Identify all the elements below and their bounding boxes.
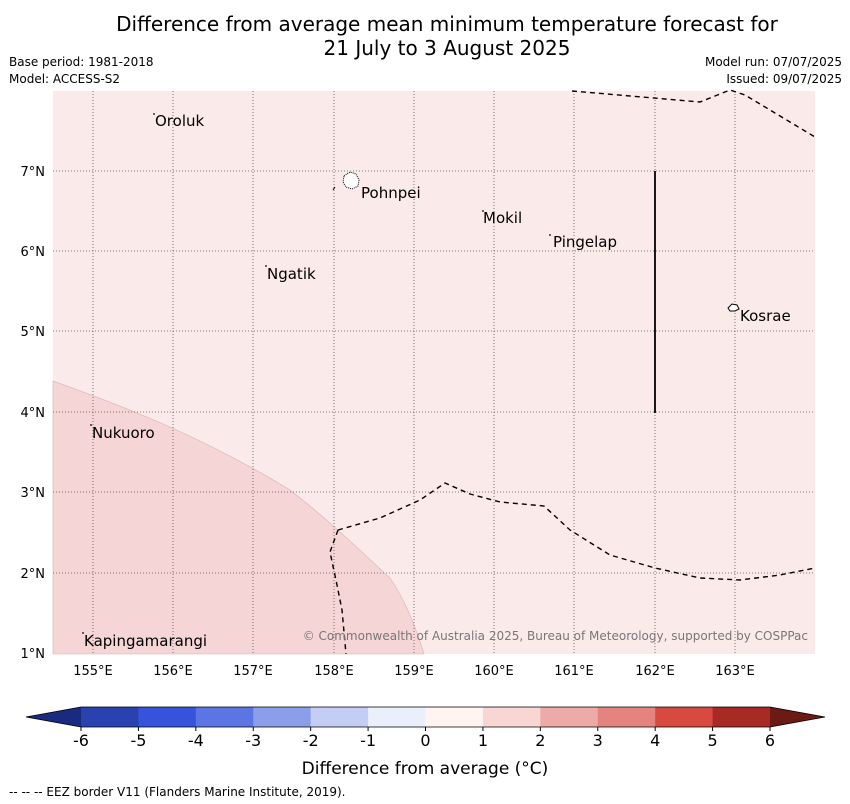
eez-border-west [329, 529, 347, 655]
colorbar-tick-label: -6 [73, 731, 89, 750]
place-label-pingelap: Pingelap [553, 233, 617, 251]
ngatik-marker [265, 265, 267, 267]
colorbar-segment [655, 707, 714, 727]
warm-anomaly-region [52, 380, 425, 655]
colorbar-segment [81, 707, 139, 727]
lat-label-5n: 5°N [21, 325, 46, 340]
colorbar-tick-label: 2 [535, 731, 545, 750]
lat-label-1n: 1°N [21, 647, 46, 662]
title-line-1: Difference from average mean minimum tem… [116, 12, 778, 36]
meta-right: Model run: 07/07/2025 Issued: 09/07/2025 [705, 54, 842, 88]
mokil-marker [482, 210, 484, 212]
colorbar-tick-label: -5 [130, 731, 146, 750]
lat-label-3n: 3°N [21, 486, 46, 501]
lon-label-161e: 161°E [554, 664, 594, 679]
lon-label-162e: 162°E [635, 664, 675, 679]
eez-border-south [337, 482, 816, 581]
colorbar-tick-label: 1 [478, 731, 488, 750]
lon-label-158e: 158°E [314, 664, 354, 679]
model-name: Model: ACCESS-S2 [9, 72, 121, 86]
title-line-2: 21 July to 3 August 2025 [323, 36, 571, 60]
eez-border-north [571, 89, 816, 138]
colorbar-segment [368, 707, 426, 727]
lat-label-2n: 2°N [21, 567, 46, 582]
kapingamarangi-marker [82, 632, 84, 634]
lon-label-159e: 159°E [394, 664, 434, 679]
place-label-oroluk: Oroluk [155, 112, 204, 130]
lat-label-7n: 7°N [21, 165, 46, 180]
lon-label-155e: 155°E [73, 664, 113, 679]
place-label-ngatik: Ngatik [267, 265, 316, 283]
colorbar: -6 -5 -4 -3 -2 -1 0 1 2 3 4 5 6 [25, 706, 826, 750]
colorbar-under-extension [26, 707, 81, 727]
copyright-notice: © Commonwealth of Australia 2025, Bureau… [303, 629, 808, 643]
colorbar-tick-label: -4 [188, 731, 204, 750]
oroluk-marker [153, 113, 155, 115]
colorbar-segment [195, 707, 254, 727]
eez-borders [329, 89, 816, 655]
colorbar-tick-label: 5 [707, 731, 717, 750]
colorbar-label: Difference from average (°C) [302, 759, 549, 779]
lon-label-160e: 160°E [474, 664, 514, 679]
colorbar-segment [310, 707, 369, 727]
place-label-kosrae: Kosrae [740, 307, 791, 325]
colorbar-segment [482, 707, 541, 727]
colorbar-tick-label: -2 [303, 731, 319, 750]
pohnpei-reef [332, 186, 336, 191]
colorbar-over-extension [770, 707, 825, 727]
place-label-kapingamarangi: Kapingamarangi [84, 632, 207, 650]
colorbar-segment [712, 707, 771, 727]
pohnpei-island-outline [342, 171, 360, 190]
colorbar-segment [597, 707, 656, 727]
lat-label-4n: 4°N [21, 406, 46, 421]
colorbar-tick-label: -3 [245, 731, 261, 750]
meta-left: Base period: 1981-2018 Model: ACCESS-S2 [9, 54, 154, 88]
colorbar-tick-label: 4 [650, 731, 660, 750]
eez-footnote: -- -- -- EEZ border V11 (Flanders Marine… [9, 785, 346, 799]
colorbar-tick-label: 0 [420, 731, 430, 750]
colorbar-tick-label: -1 [360, 731, 376, 750]
model-run: Model run: 07/07/2025 [704, 55, 842, 69]
nukuoro-marker [90, 424, 92, 426]
colorbar-segment [540, 707, 599, 727]
lon-label-163e: 163°E [715, 664, 755, 679]
lon-label-157e: 157°E [233, 664, 273, 679]
pingelap-marker [549, 234, 551, 236]
lon-label-156e: 156°E [153, 664, 193, 679]
issued-date: Issued: 09/07/2025 [726, 72, 842, 86]
chart-title: Difference from average mean minimum tem… [0, 12, 850, 60]
colorbar-tick-label: 6 [765, 731, 775, 750]
graticule [53, 91, 815, 654]
colorbar-tick-label: 3 [593, 731, 603, 750]
base-period: Base period: 1981-2018 [9, 55, 154, 69]
colorbar-segment [425, 707, 484, 727]
colorbar-segment [253, 707, 312, 727]
place-label-mokil: Mokil [483, 209, 522, 227]
place-label-pohnpei: Pohnpei [361, 184, 421, 202]
atoll-markers [82, 113, 551, 634]
lat-label-6n: 6°N [21, 245, 46, 260]
place-label-nukuoro: Nukuoro [92, 424, 155, 442]
kosrae-island-outline [727, 303, 740, 312]
colorbar-segment [138, 707, 197, 727]
